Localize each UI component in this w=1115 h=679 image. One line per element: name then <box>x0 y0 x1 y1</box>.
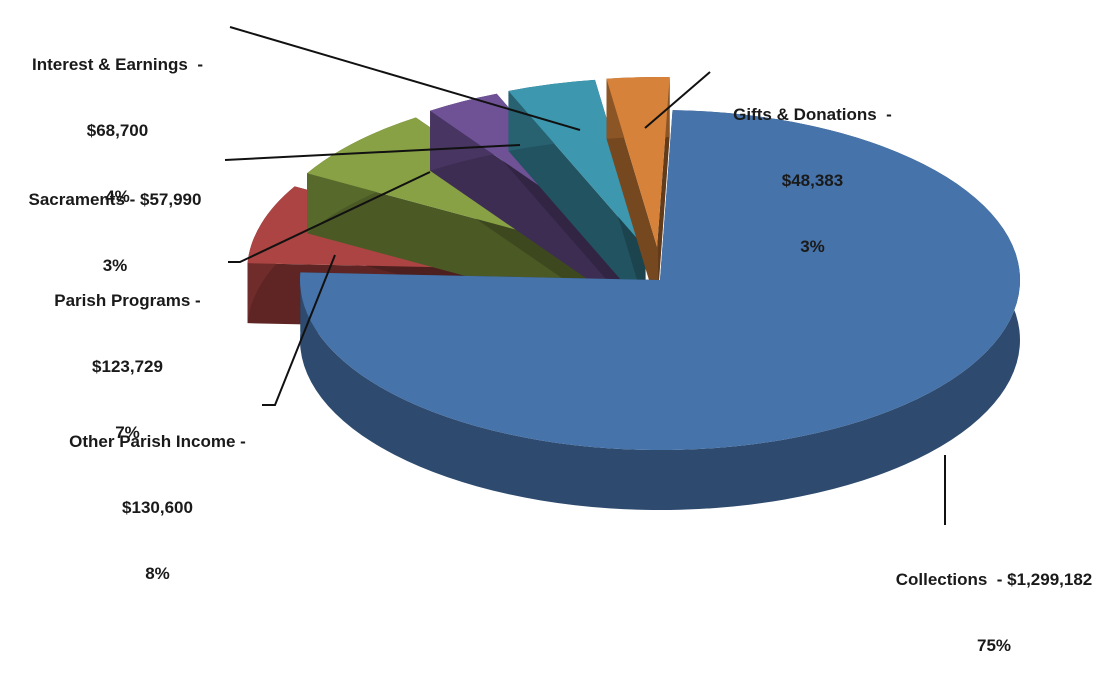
leader-lines <box>224 26 946 525</box>
slice-gifts-donations <box>606 77 670 308</box>
pie-slices <box>247 77 1020 510</box>
label-programs-line1: Parish Programs - <box>54 291 201 310</box>
leader-line-parish-programs <box>228 171 431 263</box>
label-gifts-line1: Gifts & Donations - <box>733 105 892 124</box>
label-programs-line3: 7% <box>115 423 140 442</box>
label-interest-line2: $68,700 <box>86 121 149 140</box>
slice-sacraments-wall-start <box>430 110 634 311</box>
label-other-line2: $130,600 <box>122 498 193 517</box>
leader-line-interest-earnings <box>229 26 581 131</box>
label-other-line1: Other Parish Income - <box>69 432 246 451</box>
label-programs-line2: $123,729 <box>92 357 163 376</box>
pie-chart <box>224 26 1020 525</box>
label-gifts-line2: $48,383 <box>781 171 844 190</box>
label-collections-line2: 75% <box>976 636 1012 655</box>
label-sacraments-line2: 3% <box>102 256 128 275</box>
leader-line-sacraments <box>224 144 521 161</box>
label-interest-line1: Interest & Earnings - <box>32 55 203 74</box>
label-gifts-donations: Gifts & Donations - $48,383 3% <box>705 60 920 280</box>
leader-line-gifts-donations <box>644 71 711 129</box>
leader-line-other-parish-income <box>262 254 336 406</box>
label-interest-line3: 4% <box>105 187 130 206</box>
label-other-line3: 8% <box>145 564 170 583</box>
label-interest-earnings: Interest & Earnings - $68,700 4% <box>5 10 230 230</box>
label-sacraments-line1: Sacraments - $57,990 <box>28 190 202 209</box>
slice-interest-earnings-wall-start <box>508 90 646 309</box>
label-gifts-line3: 3% <box>800 237 825 256</box>
label-collections-line1: Collections - $1,299,182 <box>895 570 1093 589</box>
label-parish-programs: Parish Programs - $123,729 7% <box>30 246 225 466</box>
label-collections: Collections - $1,299,182 75% <box>874 525 1114 679</box>
slice-collections <box>299 110 1020 510</box>
slice-collections-top <box>299 110 1020 451</box>
slice-interest-earnings-top <box>508 79 646 249</box>
label-sacraments: Sacraments - $57,990 3% <box>5 145 225 299</box>
